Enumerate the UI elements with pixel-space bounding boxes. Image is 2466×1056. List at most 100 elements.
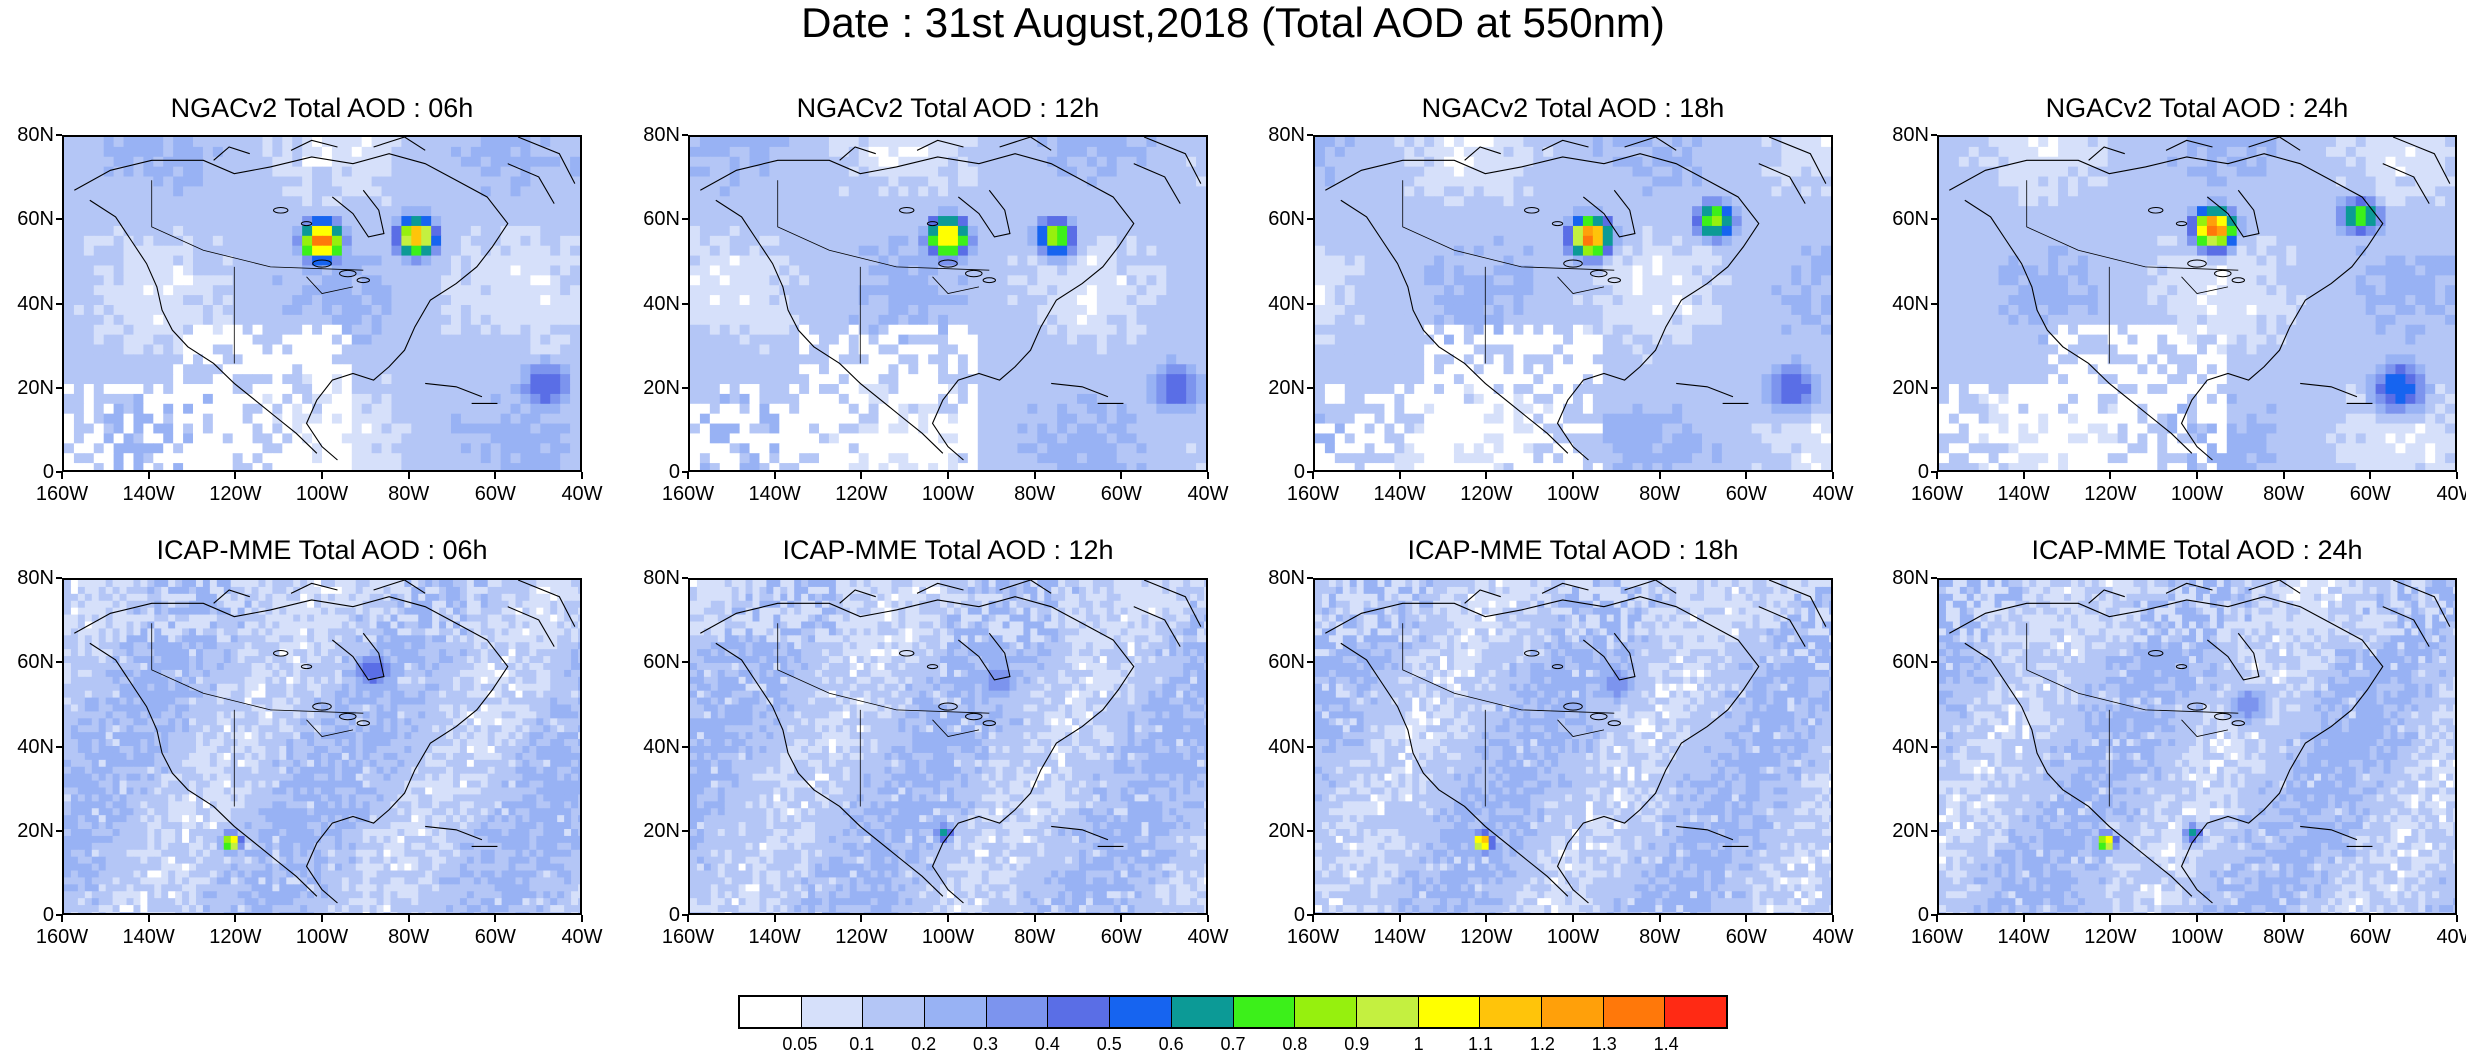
ngac-aod-map-24h[interactable] xyxy=(1937,135,2457,472)
lat-tick-label: 40N xyxy=(1249,294,1305,314)
lat-tick xyxy=(1931,914,1937,916)
lon-tick xyxy=(2282,915,2285,922)
coastline xyxy=(2206,632,2260,681)
lat-tick xyxy=(56,914,62,916)
lat-tick xyxy=(1307,745,1313,748)
lon-tick xyxy=(947,915,949,922)
lat-tick-label: 20N xyxy=(624,821,680,841)
lat-tick-label: 60N xyxy=(1249,652,1305,672)
lon-tick-label: 80W xyxy=(374,927,444,947)
colorbar-label: 0.7 xyxy=(1203,1034,1263,1054)
lat-tick-label: 80N xyxy=(624,568,680,588)
lon-tick-label: 160W xyxy=(1278,927,1348,947)
lon-tick xyxy=(1033,472,1036,479)
coastline xyxy=(517,137,576,184)
coastline xyxy=(1325,596,1760,904)
lat-tick xyxy=(56,134,62,136)
colorbar-label: 1.2 xyxy=(1512,1034,1572,1054)
coastline xyxy=(1325,153,1760,461)
coastline xyxy=(517,580,576,627)
lake-outline xyxy=(965,269,983,278)
coastline xyxy=(1624,137,1677,151)
coastline xyxy=(1464,589,1501,604)
lake-outline xyxy=(1523,206,1540,214)
lon-tick xyxy=(1398,915,1401,922)
lat-tick-label: 60N xyxy=(624,652,680,672)
coastline xyxy=(1949,153,2384,461)
colorbar-label: 0.8 xyxy=(1265,1034,1325,1054)
lat-tick xyxy=(1307,829,1313,832)
lon-tick-label: 120W xyxy=(826,927,896,947)
lat-tick-label: 0 xyxy=(1873,462,1929,482)
lon-tick xyxy=(1398,472,1401,479)
lon-tick xyxy=(947,472,949,479)
lat-tick xyxy=(682,471,688,473)
lon-tick xyxy=(494,472,497,479)
ngac-aod-map-18h[interactable] xyxy=(1313,135,1833,472)
ngac-aod-map-12h[interactable] xyxy=(688,135,1208,472)
lon-tick-label: 100W xyxy=(913,484,983,504)
aod-field xyxy=(1315,580,1831,913)
lat-tick xyxy=(56,386,62,389)
lon-tick xyxy=(2369,472,2372,479)
lon-tick xyxy=(687,472,689,479)
lat-tick xyxy=(56,829,62,832)
lon-tick xyxy=(1572,472,1574,479)
lat-tick-label: 0 xyxy=(1249,462,1305,482)
lon-tick-label: 60W xyxy=(1711,484,1781,504)
lake-outline xyxy=(2147,206,2164,214)
lon-tick xyxy=(1312,472,1314,479)
lat-tick xyxy=(682,745,688,748)
lat-tick-label: 60N xyxy=(1873,652,1929,672)
lon-tick xyxy=(2369,915,2372,922)
colorbar-label: 1.4 xyxy=(1636,1034,1696,1054)
lake-outline xyxy=(300,221,313,227)
coastline xyxy=(331,632,385,681)
lake-outline xyxy=(2175,221,2188,227)
lon-tick-label: 40W xyxy=(547,927,617,947)
lon-tick-label: 120W xyxy=(2075,927,2145,947)
icap-aod-map-24h[interactable] xyxy=(1937,578,2457,915)
lat-tick-label: 0 xyxy=(0,462,54,482)
lake-outline xyxy=(1590,712,1608,721)
lat-tick xyxy=(1307,302,1313,305)
lake-outline xyxy=(2231,720,2245,727)
lake-outline xyxy=(982,277,996,284)
country-border xyxy=(2026,623,2239,714)
lat-tick xyxy=(1307,914,1313,916)
ngac-aod-map-06h[interactable] xyxy=(62,135,582,472)
lon-tick xyxy=(147,472,150,479)
coastline xyxy=(839,589,876,604)
icap-aod-map-06h[interactable] xyxy=(62,578,582,915)
lat-tick xyxy=(56,471,62,473)
icap-aod-map-18h[interactable] xyxy=(1313,578,1833,915)
lon-tick-label: 100W xyxy=(1538,484,1608,504)
lat-tick-label: 60N xyxy=(1249,209,1305,229)
lat-tick xyxy=(56,661,62,664)
lat-tick-label: 0 xyxy=(1873,905,1929,925)
lat-tick-label: 80N xyxy=(1249,568,1305,588)
lon-tick-label: 60W xyxy=(2335,484,2405,504)
lon-tick-label: 140W xyxy=(1365,484,1435,504)
colorbar-label: 0.6 xyxy=(1141,1034,1201,1054)
lon-tick xyxy=(773,472,776,479)
figure-title: Date : 31st August,2018 (Total AOD at 55… xyxy=(0,0,2466,50)
coastline xyxy=(715,642,944,897)
coastline xyxy=(373,137,426,151)
coastline xyxy=(1464,146,1501,161)
panel-title: NGACv2 Total AOD : 18h xyxy=(1273,93,1873,123)
colorbar-label: 0.2 xyxy=(894,1034,954,1054)
colorbar-swatch xyxy=(1480,997,1542,1027)
lake-outline xyxy=(2187,702,2207,711)
panel-title: ICAP-MME Total AOD : 12h xyxy=(648,535,1248,565)
icap-aod-map-12h[interactable] xyxy=(688,578,1208,915)
coastline xyxy=(2088,146,2125,161)
lon-tick xyxy=(1572,915,1574,922)
lon-tick xyxy=(1658,472,1661,479)
lon-tick-label: 40W xyxy=(2422,484,2466,504)
colorbar-label: 0.4 xyxy=(1017,1034,1077,1054)
lat-tick-label: 20N xyxy=(0,378,54,398)
coastline xyxy=(957,632,1011,681)
coastline xyxy=(290,582,338,594)
coastline xyxy=(1143,580,1202,627)
